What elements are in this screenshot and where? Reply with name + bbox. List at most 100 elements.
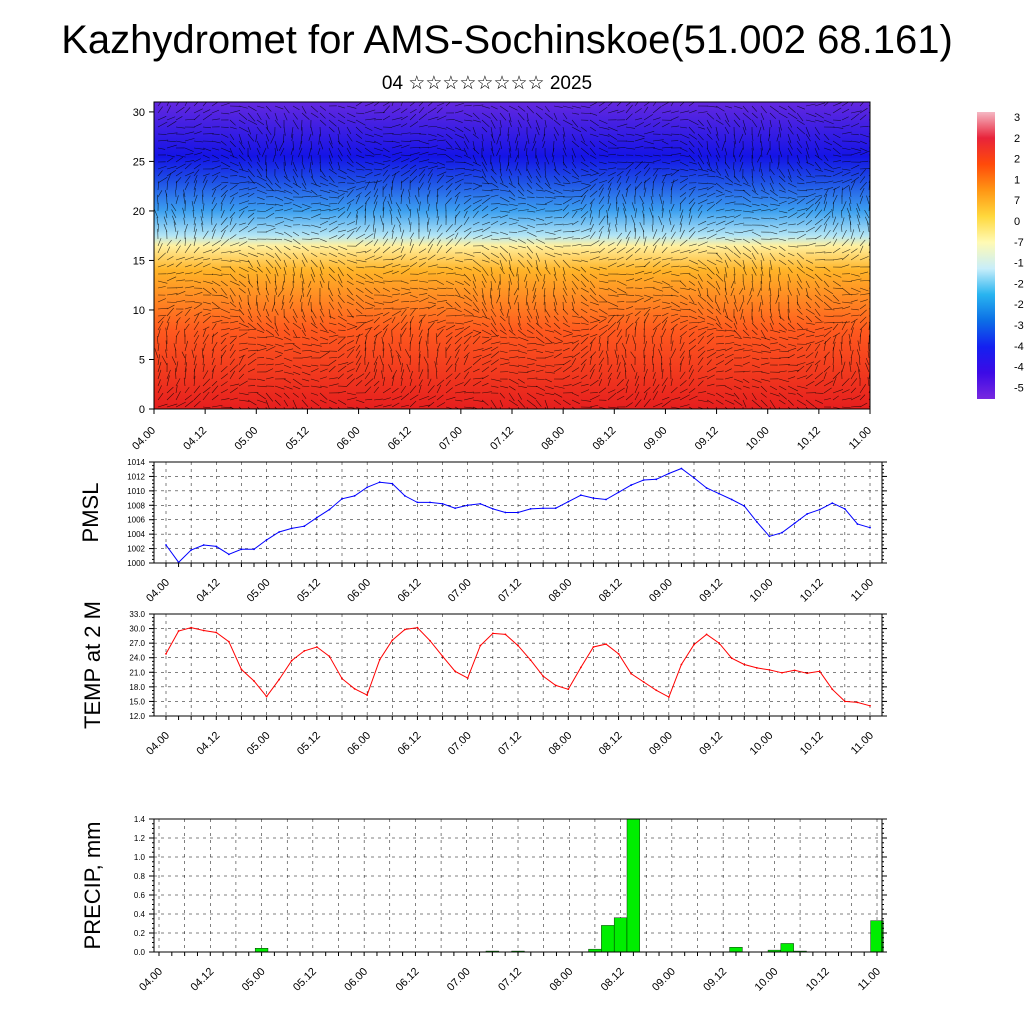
wind-vector: [832, 126, 844, 129]
wind-vector: [715, 322, 723, 329]
wind-vector: [157, 385, 162, 394]
wind-vector: [517, 280, 520, 291]
wind-vector: [850, 113, 860, 121]
wind-vector: [265, 252, 275, 258]
wind-vector: [400, 194, 403, 205]
wind-vector: [184, 131, 195, 135]
wind-vector: [832, 395, 839, 401]
wind-vector: [679, 154, 690, 158]
wind-vector: [688, 161, 697, 165]
wind-vector: [823, 229, 831, 240]
wind-vector: [661, 224, 665, 233]
wind-vector: [463, 195, 472, 198]
wind-vector: [184, 317, 191, 324]
wind-vector: [261, 147, 267, 157]
wind-vector: [670, 323, 678, 331]
wind-vector: [382, 207, 385, 219]
wind-vector: [184, 354, 187, 366]
wind-vector: [643, 131, 655, 135]
wind-vector: [175, 286, 184, 289]
wind-vector: [661, 306, 672, 310]
wind-vector: [526, 308, 533, 319]
wind-vector: [391, 224, 396, 233]
wind-vector: [679, 380, 687, 387]
wind-vector: [382, 140, 393, 143]
wind-vector: [733, 385, 742, 390]
wind-vector: [292, 112, 298, 120]
wind-vector: [436, 133, 444, 138]
wind-vector: [281, 301, 285, 310]
wind-vector: [544, 216, 553, 219]
wind-vector: [841, 229, 847, 240]
wind-vector: [697, 210, 703, 219]
precip-x-tick-label: 07.12: [496, 966, 524, 994]
wind-vector: [715, 287, 721, 296]
wind-vector: [427, 313, 436, 317]
wind-vector: [787, 399, 794, 406]
wind-vector: [598, 287, 609, 291]
wind-vector: [247, 385, 256, 387]
temp-point: [491, 632, 494, 635]
wind-vector: [751, 322, 759, 330]
wind-vector: [532, 294, 537, 304]
wind-vector: [274, 231, 284, 235]
wind-vector: [247, 119, 258, 125]
wind-vector: [589, 392, 598, 394]
wind-vector: [598, 357, 605, 366]
wind-vector: [346, 199, 355, 205]
wind-vector: [346, 140, 351, 150]
wind-vector: [679, 140, 688, 146]
wind-vector: [759, 133, 762, 143]
wind-vector: [805, 329, 815, 334]
wind-vector: [319, 119, 327, 126]
wind-vector: [382, 105, 391, 114]
wind-vector: [796, 233, 806, 240]
wind-vector: [535, 369, 544, 373]
wind-vector: [238, 355, 245, 366]
precip-x-tick-label: 05.00: [240, 966, 268, 994]
wind-vector: [562, 252, 571, 255]
wind-vector: [598, 350, 604, 359]
wind-vector: [823, 168, 835, 173]
precip-x-tick-label: 06.12: [394, 966, 422, 994]
wind-vector: [400, 239, 404, 247]
wind-vector: [649, 207, 654, 219]
colorbar-label: -2: [1014, 278, 1024, 290]
wind-vector: [238, 126, 249, 133]
wind-vector: [391, 395, 403, 401]
wind-vector: [490, 259, 500, 265]
wind-vector: [823, 321, 835, 324]
wind-vector: [247, 154, 252, 162]
wind-vector: [769, 182, 775, 192]
temp-point: [730, 657, 733, 660]
wind-vector: [724, 385, 733, 390]
wind-vector: [346, 361, 354, 366]
wind-vector: [814, 343, 821, 352]
wind-vector: [157, 286, 166, 289]
wind-vector: [859, 239, 866, 247]
temp-point: [165, 652, 167, 655]
wind-vector: [355, 240, 364, 247]
wind-vector: [373, 361, 378, 373]
wind-vector: [220, 294, 229, 299]
wind-vector: [796, 161, 803, 170]
wind-vector: [157, 379, 161, 387]
wind-vector: [760, 362, 770, 366]
wind-vector: [697, 241, 708, 247]
wind-vector: [589, 315, 600, 321]
wind-vector: [445, 154, 455, 162]
wind-vector: [247, 126, 252, 135]
wind-vector: [823, 187, 834, 191]
wind-vector: [202, 113, 213, 121]
wind-vector: [445, 325, 456, 331]
wind-vector: [281, 280, 285, 290]
wind-vector: [301, 252, 308, 263]
wind-vector: [688, 119, 699, 126]
wind-vector: [409, 140, 420, 142]
wind-vector: [427, 221, 429, 233]
wind-vector: [436, 171, 447, 177]
wind-vector: [706, 140, 708, 149]
wind-vector: [778, 238, 786, 241]
wind-vector: [751, 280, 754, 292]
